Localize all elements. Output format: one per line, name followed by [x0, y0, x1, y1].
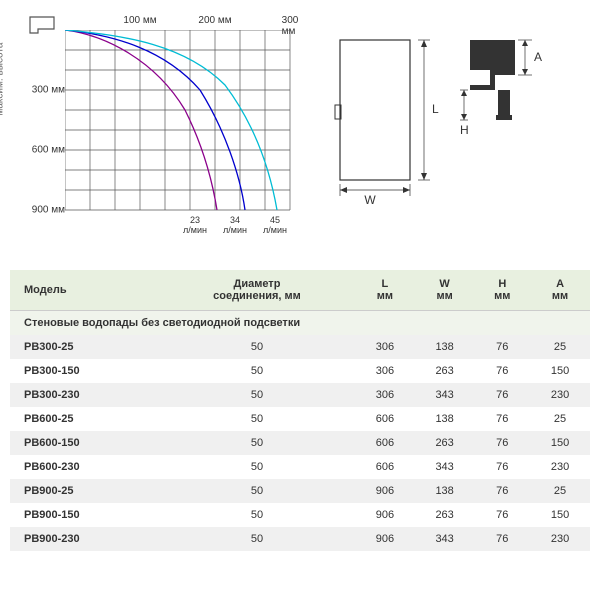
model-cell: PB600-150: [10, 431, 159, 455]
side-view-diagram: A H: [460, 30, 550, 170]
model-cell: PB300-150: [10, 359, 159, 383]
x-tick-label: 200 мм: [198, 15, 231, 26]
table-row: PB600-2305060634376230: [10, 455, 590, 479]
value-cell: 76: [474, 455, 530, 479]
value-cell: 606: [355, 455, 415, 479]
y-tick-label: 900 мм: [32, 205, 65, 216]
y-axis-label: максим. высота: [0, 43, 6, 116]
value-cell: 76: [474, 383, 530, 407]
value-cell: 50: [159, 335, 355, 359]
table-header-cell: Aмм: [530, 270, 590, 311]
value-cell: 50: [159, 455, 355, 479]
flow-rate-label: 45л/мин: [263, 215, 287, 235]
value-cell: 343: [415, 527, 475, 551]
front-view-diagram: L W: [320, 30, 440, 210]
value-cell: 50: [159, 431, 355, 455]
value-cell: 138: [415, 479, 475, 503]
value-cell: 138: [415, 407, 475, 431]
spec-table: МодельДиаметр соединения, ммLммWммHммAмм…: [10, 270, 590, 551]
value-cell: 76: [474, 335, 530, 359]
value-cell: 76: [474, 407, 530, 431]
value-cell: 138: [415, 335, 475, 359]
model-cell: PB600-230: [10, 455, 159, 479]
table-header-cell: Hмм: [474, 270, 530, 311]
value-cell: 50: [159, 527, 355, 551]
table-header-cell: Диаметр соединения, мм: [159, 270, 355, 311]
table-row: PB900-25509061387625: [10, 479, 590, 503]
chart-svg: [65, 30, 300, 220]
section-title: Стеновые водопады без светодиодной подсв…: [10, 311, 590, 336]
value-cell: 25: [530, 335, 590, 359]
table-row: PB300-25503061387625: [10, 335, 590, 359]
value-cell: 76: [474, 527, 530, 551]
flow-rate-label: 34л/мин: [223, 215, 247, 235]
dimension-diagrams: L W A H: [320, 30, 550, 250]
value-cell: 50: [159, 407, 355, 431]
table-header-cell: Wмм: [415, 270, 475, 311]
value-cell: 230: [530, 383, 590, 407]
model-cell: PB300-25: [10, 335, 159, 359]
table-header-cell: Lмм: [355, 270, 415, 311]
model-cell: PB900-25: [10, 479, 159, 503]
table-row: PB600-25506061387625: [10, 407, 590, 431]
flow-chart: максим. высота 100 мм200 мм300 мм 300 мм…: [10, 10, 300, 250]
table-row: PB300-2305030634376230: [10, 383, 590, 407]
value-cell: 306: [355, 335, 415, 359]
value-cell: 906: [355, 527, 415, 551]
value-cell: 343: [415, 383, 475, 407]
value-cell: 263: [415, 503, 475, 527]
model-cell: PB900-150: [10, 503, 159, 527]
value-cell: 50: [159, 479, 355, 503]
value-cell: 263: [415, 359, 475, 383]
value-cell: 25: [530, 407, 590, 431]
value-cell: 263: [415, 431, 475, 455]
y-tick-label: 300 мм: [32, 85, 65, 96]
value-cell: 906: [355, 503, 415, 527]
value-cell: 76: [474, 503, 530, 527]
y-axis-ticks: 300 мм600 мм900 мм: [25, 30, 65, 210]
x-tick-label: 100 мм: [123, 15, 156, 26]
value-cell: 25: [530, 479, 590, 503]
label-A: A: [534, 50, 542, 64]
value-cell: 50: [159, 383, 355, 407]
value-cell: 50: [159, 359, 355, 383]
value-cell: 230: [530, 455, 590, 479]
value-cell: 230: [530, 527, 590, 551]
model-cell: PB600-25: [10, 407, 159, 431]
label-H: H: [460, 123, 469, 137]
value-cell: 606: [355, 407, 415, 431]
y-tick-label: 600 мм: [32, 145, 65, 156]
value-cell: 150: [530, 503, 590, 527]
label-W: W: [364, 193, 376, 207]
table-row: PB300-1505030626376150: [10, 359, 590, 383]
value-cell: 343: [415, 455, 475, 479]
model-cell: PB300-230: [10, 383, 159, 407]
table-header-cell: Модель: [10, 270, 159, 311]
label-L: L: [432, 102, 439, 116]
value-cell: 150: [530, 431, 590, 455]
value-cell: 76: [474, 431, 530, 455]
value-cell: 150: [530, 359, 590, 383]
value-cell: 906: [355, 479, 415, 503]
value-cell: 606: [355, 431, 415, 455]
value-cell: 306: [355, 359, 415, 383]
model-cell: PB900-230: [10, 527, 159, 551]
table-row: PB600-1505060626376150: [10, 431, 590, 455]
top-section: максим. высота 100 мм200 мм300 мм 300 мм…: [10, 10, 590, 250]
value-cell: 50: [159, 503, 355, 527]
value-cell: 306: [355, 383, 415, 407]
table-row: PB900-2305090634376230: [10, 527, 590, 551]
flow-rate-label: 23л/мин: [183, 215, 207, 235]
value-cell: 76: [474, 479, 530, 503]
value-cell: 76: [474, 359, 530, 383]
table-row: PB900-1505090626376150: [10, 503, 590, 527]
table-header: МодельДиаметр соединения, ммLммWммHммAмм: [10, 270, 590, 311]
